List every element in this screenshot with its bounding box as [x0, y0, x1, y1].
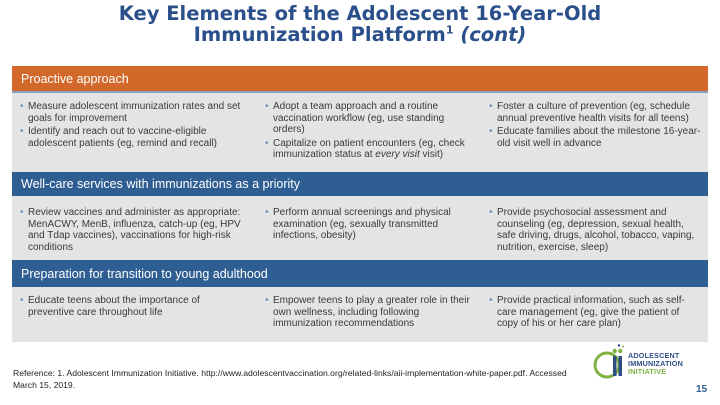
title-cont: (cont)	[460, 23, 527, 46]
bullet-item: Foster a culture of prevention (eg, sche…	[489, 101, 701, 124]
logo-line2: IMMUNIZATION	[628, 359, 683, 368]
column-3: Provide practical information, such as s…	[489, 295, 701, 332]
bullet-item: Adopt a team approach and a routine vacc…	[265, 101, 477, 136]
page-number: 15	[696, 384, 708, 395]
section-panel-well-care: Review vaccines and administer as approp…	[12, 196, 708, 260]
adolescent-immunization-initiative-logo: ADOLESCENT IMMUNIZATION INITIATIVE	[592, 343, 704, 383]
logo-line1: ADOLESCENT	[628, 351, 680, 360]
section-header-label: Well-care services with immunizations as…	[21, 177, 301, 191]
logo-wordmark: ADOLESCENT IMMUNIZATION INITIATIVE	[628, 352, 683, 376]
bullet-item: Measure adolescent immunization rates an…	[20, 101, 250, 124]
bullet-item: Review vaccines and administer as approp…	[20, 207, 248, 253]
bullet-item: Educate families about the milestone 16-…	[489, 126, 701, 149]
bullet-item: Educate teens about the importance of pr…	[20, 295, 248, 318]
section-panel-proactive: Measure adolescent immunization rates an…	[12, 93, 708, 172]
bullet-item: Perform annual screenings and physical e…	[265, 207, 477, 242]
column-3: Provide psychosocial assessment and coun…	[489, 207, 703, 255]
bullet-item: Identify and reach out to vaccine-eligib…	[20, 126, 250, 149]
section-header-label: Proactive approach	[21, 71, 129, 86]
bullet-item: Provide practical information, such as s…	[489, 295, 701, 330]
column-2: Perform annual screenings and physical e…	[265, 207, 477, 244]
bullet-item: Provide psychosocial assessment and coun…	[489, 207, 703, 253]
column-1: Measure adolescent immunization rates an…	[20, 101, 250, 151]
italic-phrase: every visit	[375, 149, 420, 160]
aii-logo-icon	[593, 344, 624, 379]
column-2: Empower teens to play a greater role in …	[265, 295, 477, 332]
column-3: Foster a culture of prevention (eg, sche…	[489, 101, 701, 151]
column-1: Review vaccines and administer as approp…	[20, 207, 248, 255]
section-panel-transition: Educate teens about the importance of pr…	[12, 287, 708, 342]
section-header-proactive: Proactive approach	[12, 66, 708, 93]
bullet-item: Empower teens to play a greater role in …	[265, 295, 477, 330]
logo-line3: INITIATIVE	[628, 367, 667, 376]
title-superscript: 1	[445, 23, 454, 37]
slide-title: Key Elements of the Adolescent 16-Year-O…	[0, 3, 720, 45]
reference-text: Reference: 1. Adolescent Immunization In…	[13, 368, 567, 390]
section-header-well-care: Well-care services with immunizations as…	[12, 172, 708, 196]
bullet-item-every-visit: Capitalize on patient encounters (eg, ch…	[265, 138, 477, 161]
column-2: Adopt a team approach and a routine vacc…	[265, 101, 477, 163]
column-1: Educate teens about the importance of pr…	[20, 295, 248, 320]
section-header-transition: Preparation for transition to young adul…	[12, 260, 708, 287]
section-header-label: Preparation for transition to young adul…	[21, 266, 268, 281]
slide-title-main: Immunization Platform	[193, 23, 446, 46]
slide-title-line2: Immunization Platform1 (cont)	[0, 24, 720, 45]
slide-title-line1: Key Elements of the Adolescent 16-Year-O…	[118, 2, 602, 25]
